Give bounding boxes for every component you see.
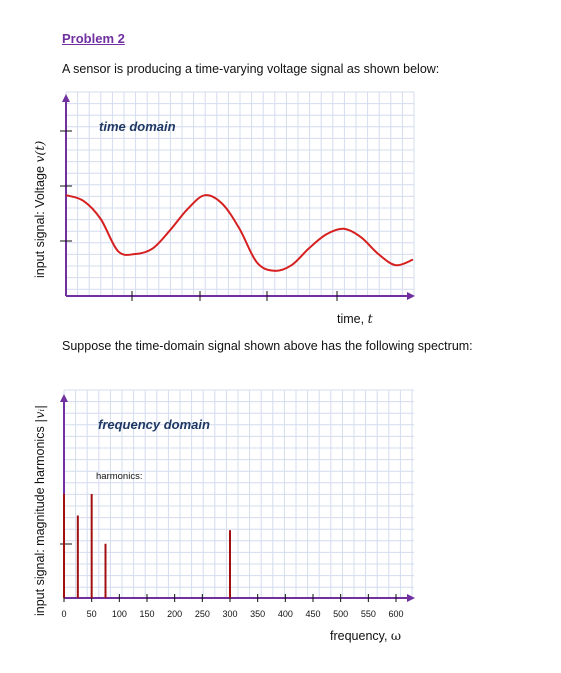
problem-title: Problem 2 (62, 31, 125, 46)
time-signal-line (65, 194, 414, 272)
freq-x-tick-label: 200 (167, 609, 182, 619)
freq-x-tick-label: 600 (388, 609, 403, 619)
freq-x-tick-label: 500 (333, 609, 348, 619)
freq-x-tick-label: 0 (61, 609, 66, 619)
harmonics-label: harmonics: (96, 471, 143, 482)
freq-x-label-text: frequency, (330, 629, 391, 643)
freq-y-axis-arrowhead (60, 394, 68, 402)
time-x-label-math: t (367, 311, 373, 326)
time-y-axis-arrowhead (62, 94, 70, 102)
freq-x-tick-label: 150 (139, 609, 154, 619)
frequency-domain-label: frequency domain (98, 417, 210, 432)
freq-y-axis-label: input signal: magnitude harmonics |vᵢ| (32, 405, 47, 616)
time-x-axis-label: time, t (337, 311, 373, 326)
freq-x-tick-label: 250 (195, 609, 210, 619)
freq-y-label-text: input signal: magnitude harmonics (33, 422, 47, 616)
freq-x-tick-label: 100 (112, 609, 127, 619)
time-x-axis-arrowhead (407, 292, 415, 300)
freq-y-label-math: |vᵢ| (32, 404, 47, 423)
freq-x-tick-label: 450 (305, 609, 320, 619)
intro-text: A sensor is producing a time-varying vol… (62, 62, 440, 76)
time-domain-label: time domain (99, 119, 176, 134)
freq-x-tick-label: 50 (87, 609, 97, 619)
freq-x-axis-label: frequency, ω (330, 628, 401, 643)
freq-x-tick-label: 300 (222, 609, 237, 619)
freq-x-tick-label: 350 (250, 609, 265, 619)
spectrum-intro-text: Suppose the time-domain signal shown abo… (62, 339, 473, 353)
freq-x-tick-label: 550 (361, 609, 376, 619)
freq-x-tick-label: 400 (278, 609, 293, 619)
freq-x-axis-arrowhead (407, 594, 415, 602)
time-x-label-text: time, (337, 312, 368, 326)
freq-x-label-math: ω (390, 628, 402, 643)
